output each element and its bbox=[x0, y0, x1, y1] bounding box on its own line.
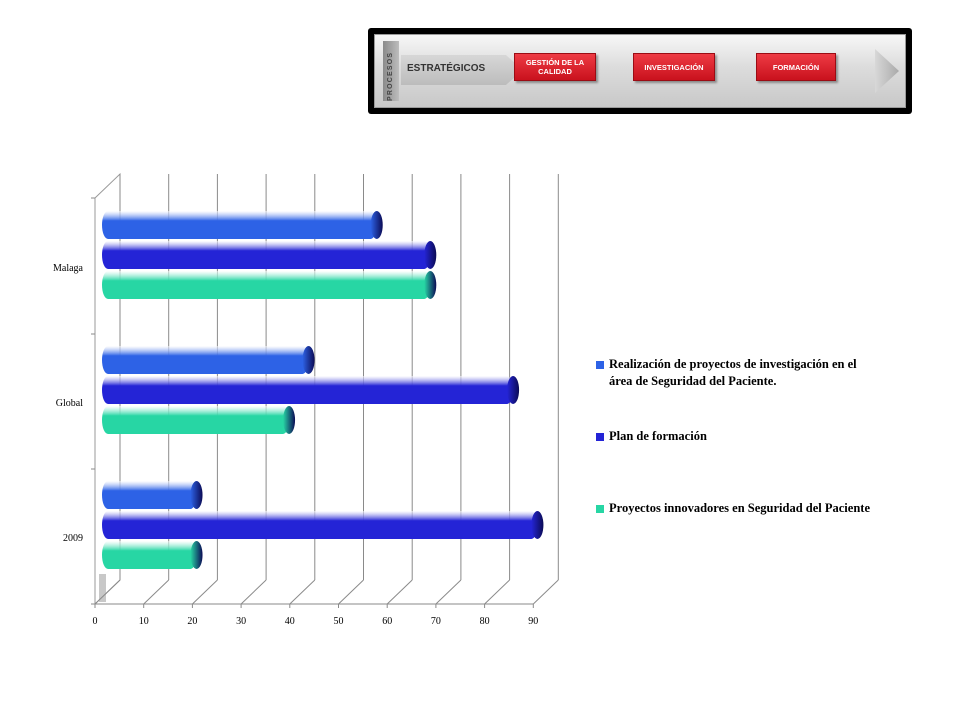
legend-label-training: Plan de formación bbox=[609, 429, 707, 443]
bar bbox=[102, 511, 544, 539]
x-tick-label: 50 bbox=[334, 616, 344, 627]
bar-body bbox=[102, 541, 197, 569]
bar-body bbox=[102, 211, 377, 239]
y-category-label: Global bbox=[56, 398, 83, 409]
bar bbox=[102, 271, 437, 299]
legend-swatch-research bbox=[596, 361, 604, 369]
bar-body bbox=[102, 511, 538, 539]
bar-cap bbox=[190, 481, 203, 509]
quality-management-button[interactable]: GESTIÓN DE LA CALIDAD bbox=[514, 53, 596, 81]
gridline-floor bbox=[338, 579, 364, 605]
legend-label-research: Realización de proyectos de investigació… bbox=[609, 357, 857, 388]
bar-cap bbox=[190, 541, 203, 569]
y-axis-categories: Malaga Global 2009 bbox=[53, 263, 84, 544]
gridline-floor bbox=[192, 579, 218, 605]
y-category-label: 2009 bbox=[63, 533, 83, 544]
bar-body bbox=[102, 406, 290, 434]
quality-management-label: GESTIÓN DE LA CALIDAD bbox=[525, 58, 585, 76]
legend-label-innovation: Proyectos innovadores en Seguridad del P… bbox=[609, 501, 870, 515]
research-button[interactable]: INVESTIGACIÓN bbox=[633, 53, 715, 81]
training-button[interactable]: FORMACIÓN bbox=[756, 53, 836, 81]
gridline-floor bbox=[289, 579, 316, 605]
bar-body bbox=[102, 241, 431, 269]
x-axis-ticks: 0 10 20 30 40 50 60 70 80 90 bbox=[93, 616, 539, 627]
bar bbox=[102, 481, 203, 509]
legend-item-training: Plan de formación bbox=[596, 428, 879, 445]
bar-body bbox=[102, 376, 514, 404]
bar-cap bbox=[507, 376, 520, 404]
legend-item-innovation: Proyectos innovadores en Seguridad del P… bbox=[596, 500, 879, 517]
x-tick-label: 10 bbox=[139, 616, 149, 627]
x-tick-label: 30 bbox=[236, 616, 246, 627]
bar-cap bbox=[424, 241, 437, 269]
bar-cap bbox=[370, 211, 383, 239]
x-tick-label: 60 bbox=[382, 616, 392, 627]
gridline-floor bbox=[94, 579, 121, 605]
bar-cap bbox=[424, 271, 437, 299]
bar-cap bbox=[531, 511, 544, 539]
gridline-floor bbox=[532, 579, 559, 605]
banner-side-stripe bbox=[383, 41, 399, 101]
process-banner: PROCESOS ESTRATÉGICOS GESTIÓN DE LA CALI… bbox=[368, 28, 912, 114]
bar bbox=[102, 241, 437, 269]
bar bbox=[102, 211, 383, 239]
bar-cap bbox=[302, 346, 315, 374]
bar-body bbox=[102, 481, 197, 509]
research-label: INVESTIGACIÓN bbox=[644, 62, 704, 72]
y-category-label: Malaga bbox=[53, 263, 84, 274]
bar bbox=[102, 346, 315, 374]
legend-item-research: Realización de proyectos de investigació… bbox=[596, 356, 879, 390]
gridline-floor bbox=[435, 579, 462, 605]
x-tick-label: 0 bbox=[93, 616, 98, 627]
banner-tag: ESTRATÉGICOS bbox=[401, 55, 523, 85]
x-tick-label: 20 bbox=[187, 616, 197, 627]
gridline-floor bbox=[386, 579, 413, 605]
gridline-floor bbox=[484, 579, 510, 605]
x-tick-label: 90 bbox=[528, 616, 538, 627]
banner-tag-label: ESTRATÉGICOS bbox=[407, 63, 486, 74]
x-tick-label: 80 bbox=[480, 616, 490, 627]
chart-bars bbox=[102, 211, 544, 569]
bar-cap bbox=[283, 406, 296, 434]
floor-shadow bbox=[99, 574, 106, 602]
x-tick-label: 40 bbox=[285, 616, 295, 627]
bar-body bbox=[102, 346, 309, 374]
gridline-floor bbox=[240, 579, 267, 605]
bar-body bbox=[102, 271, 431, 299]
legend-swatch-training bbox=[596, 433, 604, 441]
x-tick-label: 70 bbox=[431, 616, 441, 627]
bar bbox=[102, 406, 296, 434]
training-label: FORMACIÓN bbox=[772, 62, 820, 72]
legend-swatch-innovation bbox=[596, 505, 604, 513]
bar bbox=[102, 376, 520, 404]
gridline-floor bbox=[143, 579, 170, 605]
banner-panel: PROCESOS ESTRATÉGICOS GESTIÓN DE LA CALI… bbox=[374, 34, 906, 108]
bar bbox=[102, 541, 203, 569]
